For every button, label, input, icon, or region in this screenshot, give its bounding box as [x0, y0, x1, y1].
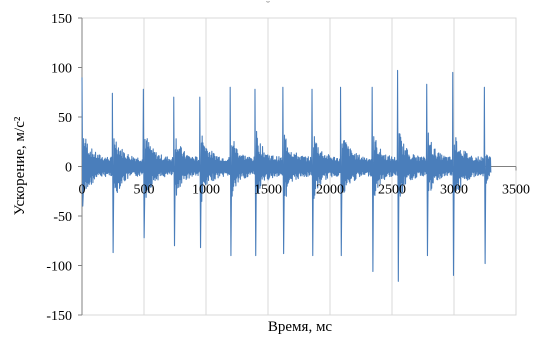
top-partial-mark: ˘: [266, 0, 270, 12]
series-line-acceleration: [82, 70, 491, 281]
y-tick-label-6: 150: [51, 12, 72, 27]
x-tick-label-3: 1500: [254, 183, 282, 198]
y-tick-label-2: -50: [53, 210, 72, 225]
y-tick-label-4: 50: [58, 111, 72, 126]
x-axis-title: Время, мс: [268, 319, 333, 335]
series-layer: [82, 70, 491, 281]
y-tick-label-0: -150: [46, 309, 72, 324]
x-tick-label-0: 0: [79, 183, 86, 198]
x-tick-label-2: 1000: [192, 183, 220, 198]
y-tick-label-5: 100: [51, 62, 72, 77]
y-tick-label-3: 0: [65, 161, 72, 176]
y-tick-label-1: -100: [46, 260, 72, 275]
x-tick-label-1: 500: [134, 183, 155, 198]
x-tick-label-5: 2500: [378, 183, 406, 198]
x-tick-label-4: 2000: [316, 183, 344, 198]
y-axis-title: Ускорение, м/с²: [12, 116, 28, 215]
x-tick-label-7: 3500: [502, 183, 530, 198]
x-tick-label-6: 3000: [440, 183, 468, 198]
